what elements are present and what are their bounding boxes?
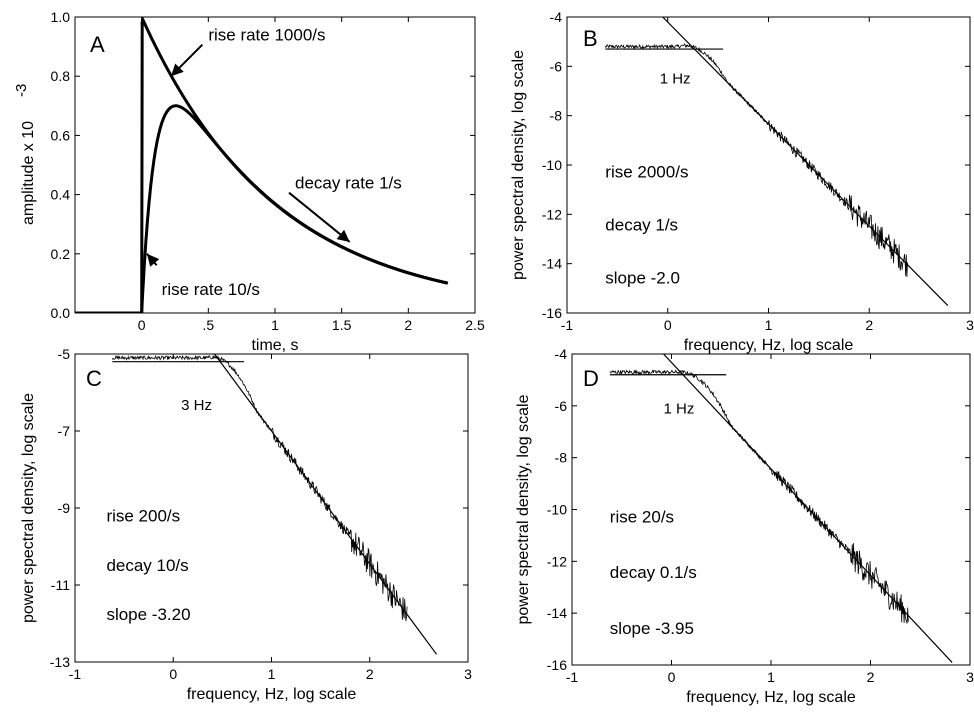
panel-label: C — [86, 366, 102, 391]
panel-note: slope -3.20 — [106, 605, 190, 624]
y-tick-label: -6 — [555, 398, 568, 414]
plot-area — [111, 354, 438, 655]
y-tick-label: 1.0 — [51, 9, 71, 25]
x-tick-label: 2 — [366, 666, 374, 682]
y-tick-label: 0.2 — [51, 246, 71, 262]
slope-fit-line — [663, 354, 953, 663]
corner-frequency-label: 1 Hz — [660, 71, 691, 88]
panel-label: D — [583, 366, 599, 391]
x-axis-label: time, s — [251, 337, 298, 354]
x-tick-label: 0 — [668, 669, 676, 685]
x-tick-label: -1 — [566, 669, 579, 685]
panel-a: 0 .5 1 1.5 2 2.5 0.0 0.2 0.4 0.6 0.8 1.0 time, s ampl… — [13, 9, 485, 354]
x-tick-label: -1 — [561, 317, 574, 333]
plot-area — [609, 354, 953, 663]
x-tick-label: 2 — [865, 317, 873, 333]
y-tick-label: -12 — [547, 553, 567, 569]
panel-note: slope -2.0 — [605, 268, 680, 287]
series-line-rise-10 — [75, 104, 449, 313]
x-tick-label: 1 — [765, 317, 773, 333]
y-tick-label: -8 — [550, 108, 563, 124]
y-tick-label: -8 — [555, 450, 568, 466]
y-tick-label: -5 — [58, 346, 71, 362]
corner-frequency-label: 1 Hz — [664, 401, 695, 418]
panel-note: decay 1/s — [605, 215, 678, 234]
panel-note: decay 0.1/s — [610, 563, 697, 582]
y-axis-label: power spectral density, log scale — [510, 50, 527, 280]
x-tick-label: 2 — [404, 317, 412, 333]
arrow-head — [147, 253, 160, 267]
panel-note: rise 20/s — [610, 507, 674, 526]
annotation: rise rate 10/s — [162, 280, 260, 299]
arrow-head — [171, 63, 184, 77]
panel-label: A — [90, 32, 105, 57]
psd-trace — [604, 43, 908, 278]
x-tick-label: 1.5 — [332, 317, 352, 333]
y-axis-label: amplitude x 10 — [20, 121, 37, 225]
y-tick-label: 0.4 — [51, 187, 71, 203]
y-tick-label: -12 — [542, 206, 562, 222]
annotation: decay rate 1/s — [295, 174, 402, 193]
panel-c: -1 0 1 2 3 -5 -7 -9 -11 -13 frequency, Hz, log sca… — [20, 346, 472, 703]
y-tick-label: 0.0 — [51, 305, 71, 321]
y-tick-label: -7 — [58, 423, 71, 439]
x-tick-label: 2 — [867, 669, 875, 685]
x-axis-label: frequency, Hz, log scale — [684, 337, 854, 354]
arrow-head — [336, 229, 350, 242]
panel-note: slope -3.95 — [610, 619, 694, 638]
x-tick-label: 1 — [268, 666, 276, 682]
x-tick-label: 0 — [169, 666, 177, 682]
y-axis-label: power spectral density, log scale — [20, 393, 37, 623]
x-axis-label: frequency, Hz, log scale — [187, 686, 357, 703]
y-tick-label: 0.8 — [51, 68, 71, 84]
x-tick-label: 0 — [138, 317, 146, 333]
annotation: rise rate 1000/s — [208, 26, 325, 45]
y-tick-label: -10 — [547, 502, 567, 518]
plot-area — [75, 17, 449, 313]
x-tick-label: 3 — [966, 669, 974, 685]
corner-frequency-label: 3 Hz — [181, 397, 212, 414]
annotation-arrow — [288, 191, 351, 243]
y-tick-label: -16 — [547, 657, 567, 673]
y-tick-label: -14 — [547, 605, 567, 621]
x-axis-label: frequency, Hz, log scale — [686, 689, 856, 706]
slope-fit-line — [214, 354, 438, 655]
y-axis-label-exponent: -3 — [13, 84, 30, 97]
x-tick-label: 2.5 — [465, 317, 485, 333]
x-tick-label: 3 — [966, 317, 974, 333]
y-tick-label: -13 — [50, 654, 70, 670]
x-tick-label: 3 — [464, 666, 472, 682]
x-tick-label: 1 — [271, 317, 279, 333]
y-tick-label: -6 — [550, 58, 563, 74]
psd-trace — [609, 369, 909, 624]
x-tick-label: 0 — [664, 317, 672, 333]
plot-area — [604, 17, 949, 307]
plot-frame — [74, 16, 476, 314]
x-tick-label: 1 — [767, 669, 775, 685]
panel-label: B — [583, 26, 598, 51]
y-tick-label: -9 — [58, 500, 71, 516]
y-tick-label: -16 — [542, 305, 562, 321]
panel-note: decay 10/s — [106, 556, 188, 575]
y-tick-label: -14 — [542, 256, 562, 272]
y-tick-label: 0.6 — [51, 127, 71, 143]
panel-note: rise 2000/s — [605, 162, 688, 181]
psd-trace — [111, 354, 408, 622]
panel-note: rise 200/s — [106, 506, 180, 525]
y-tick-label: -10 — [542, 157, 562, 173]
x-tick-label: .5 — [202, 317, 214, 333]
y-tick-label: -11 — [51, 577, 70, 593]
y-axis-label: power spectral density, log scale — [515, 394, 532, 624]
y-tick-label: -4 — [550, 9, 563, 25]
y-tick-label: -4 — [555, 346, 568, 362]
x-tick-label: -1 — [69, 666, 82, 682]
